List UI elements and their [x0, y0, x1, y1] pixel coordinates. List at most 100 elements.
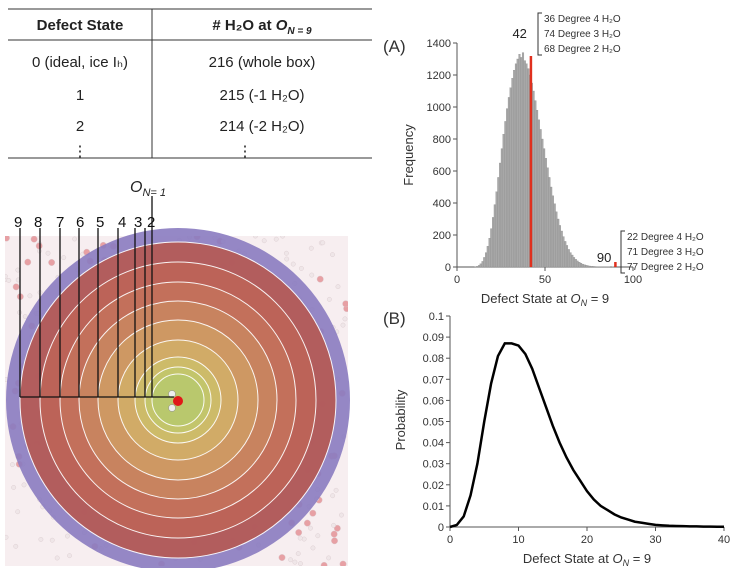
ring-label: 5: [96, 214, 104, 231]
ring-label: 8: [34, 214, 42, 231]
ring-label: 6: [76, 214, 84, 231]
atom: [309, 272, 315, 278]
atom: [309, 509, 317, 517]
ring-label: 9: [14, 214, 22, 231]
bar: [481, 261, 484, 268]
label-sub: N: [623, 558, 630, 568]
bar: [476, 266, 479, 268]
header-sub: N = 9: [287, 26, 312, 37]
note: 68 Degree 2 H₂O: [544, 44, 621, 55]
bar: [513, 70, 516, 268]
bar: [573, 257, 576, 268]
bar: [588, 265, 591, 268]
atom: [38, 537, 44, 542]
atom: [284, 256, 290, 262]
atom: [6, 278, 12, 283]
atom: [333, 524, 341, 532]
bar: [551, 195, 554, 268]
bar: [497, 177, 500, 268]
y-tick-label: 0.06: [423, 395, 444, 407]
atom: [61, 255, 67, 260]
bar: [544, 158, 547, 268]
y-tick-label: 1000: [427, 102, 451, 114]
atom: [330, 530, 338, 538]
label-var: O: [570, 291, 580, 306]
y-tick-label: 0.07: [423, 374, 444, 386]
bar: [569, 252, 572, 268]
label-var: O: [612, 551, 622, 566]
note: 77 Degree 2 H₂O: [627, 262, 704, 273]
atom: [308, 525, 313, 531]
y-tick-label: 600: [433, 166, 451, 178]
header-var: O: [276, 17, 288, 34]
bar: [486, 246, 489, 268]
atom: [48, 259, 56, 266]
y-tick-label: 0.08: [423, 353, 444, 365]
bar: [539, 129, 542, 268]
atom: [301, 536, 307, 542]
bar: [492, 217, 495, 268]
atom: [284, 250, 289, 256]
bar: [490, 228, 493, 268]
bar: [546, 167, 549, 268]
table: Defect State # H₂O at ON = 9 0 (ideal, i…: [8, 8, 372, 160]
bar: [560, 230, 563, 268]
y-axis-label: Frequency: [401, 124, 416, 186]
atom: [330, 493, 336, 499]
y-tick-label: 1200: [427, 70, 451, 82]
marker-label: 42: [512, 26, 526, 41]
y-tick-label: 400: [433, 198, 451, 210]
ring-label: 2: [147, 214, 155, 231]
atom: [21, 482, 27, 488]
bar: [548, 177, 551, 268]
x-tick-label: 10: [512, 534, 524, 546]
bar: [564, 241, 567, 268]
bar: [580, 263, 583, 268]
atom: [340, 322, 346, 328]
x-tick-label: 20: [581, 534, 593, 546]
bar: [590, 266, 593, 268]
atom: [298, 265, 304, 271]
x-tick-label: 100: [624, 274, 642, 286]
atom: [339, 512, 344, 518]
bar: [520, 57, 523, 268]
atom: [22, 314, 28, 319]
y-tick-label: 0.09: [423, 332, 444, 344]
y-tick-label: 0.02: [423, 480, 444, 492]
atom: [13, 543, 19, 549]
atom: [331, 537, 338, 545]
atom: [45, 250, 51, 256]
atom: [49, 537, 55, 543]
ring-label: 3: [134, 214, 142, 231]
histogram-chart: (A) Frequency Defect State at ON = 9 0 20…: [383, 12, 704, 308]
atom: [280, 236, 285, 239]
bar: [571, 254, 574, 268]
x-tick-label: 40: [718, 534, 730, 546]
y-tick-label: 800: [433, 134, 451, 146]
x-axis-label: Defect State at ON = 9: [523, 551, 651, 568]
note: 71 Degree 3 H₂O: [627, 247, 704, 258]
bar: [576, 260, 579, 268]
bar: [581, 263, 584, 268]
line-chart: (B) Probability Defect State at ON = 9 0…: [383, 309, 730, 568]
atom: [303, 519, 311, 527]
bar: [558, 225, 561, 268]
table-cell: 216 (whole box): [209, 54, 316, 71]
bar: [536, 110, 539, 268]
bar: [504, 121, 507, 268]
table-cell: 2: [76, 118, 84, 135]
bar: [485, 252, 488, 268]
atom: [5, 273, 8, 279]
atom: [316, 275, 324, 283]
x-tick-label: 0: [447, 534, 453, 546]
label-var: O: [130, 179, 142, 196]
bar: [500, 148, 503, 268]
atom: [292, 559, 298, 565]
y-tick-label: 0: [438, 522, 444, 534]
bar: [514, 63, 517, 268]
atom: [335, 284, 341, 290]
atom: [310, 545, 316, 551]
